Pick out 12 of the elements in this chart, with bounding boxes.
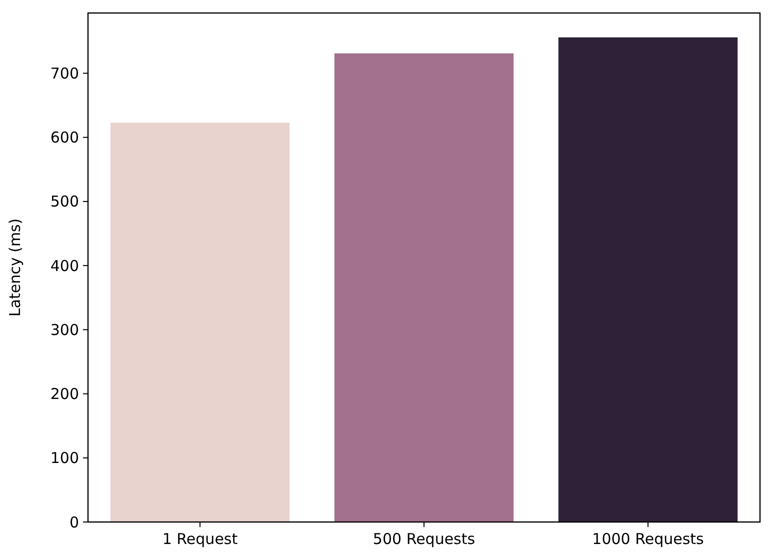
y-axis-title: Latency (ms): [6, 218, 24, 317]
x-tick-label: 1 Request: [162, 530, 238, 548]
y-tick-label: 600: [50, 128, 79, 147]
y-tick-label: 300: [50, 320, 79, 339]
x-tick-label: 500 Requests: [372, 530, 476, 548]
y-tick-label: 200: [50, 385, 79, 404]
y-tick-label: 0: [69, 513, 79, 532]
y-tick-label: 100: [50, 449, 79, 468]
y-tick-label: 400: [50, 256, 79, 275]
x-tick-label: 1000 Requests: [592, 530, 704, 548]
y-tick-label: 500: [50, 192, 79, 211]
y-tick-label: 700: [50, 64, 79, 83]
